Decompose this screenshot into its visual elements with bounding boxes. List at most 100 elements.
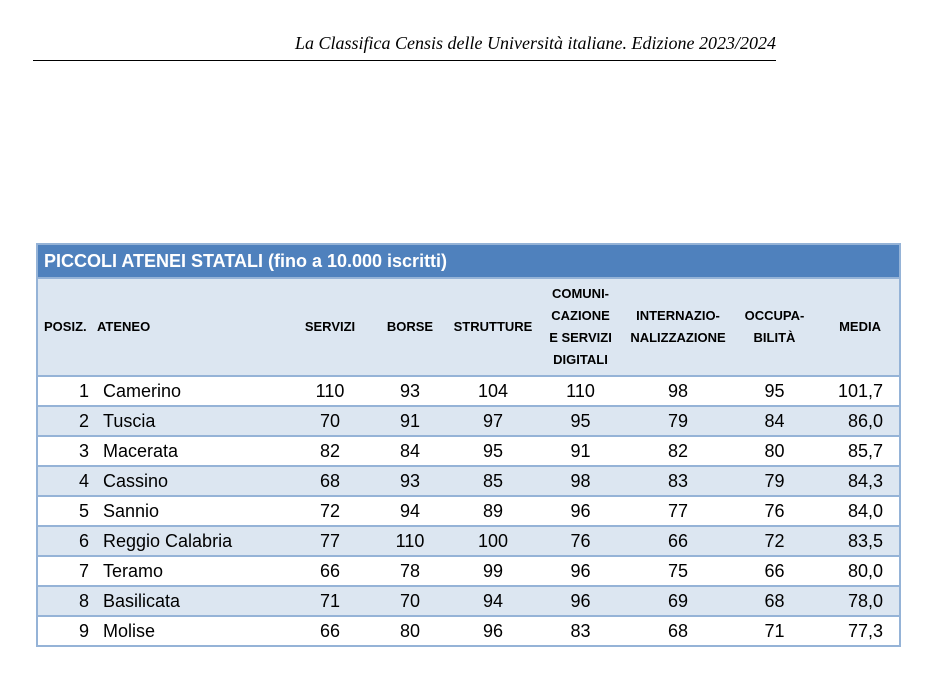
cell-occupabilita: 68 <box>728 585 821 616</box>
cell-borse: 70 <box>367 585 453 616</box>
table-row: 6 Reggio Calabria 77 110 100 76 66 72 83… <box>37 525 901 556</box>
cell-ateneo: Reggio Calabria <box>97 525 293 556</box>
cell-occupabilita: 71 <box>728 615 821 646</box>
cell-servizi: 66 <box>293 615 367 646</box>
cell-borse: 78 <box>367 555 453 586</box>
column-header-media: MEDIA <box>821 278 901 376</box>
cell-strutture: 96 <box>453 615 533 646</box>
cell-media: 85,7 <box>821 435 901 466</box>
cell-occupabilita: 80 <box>728 435 821 466</box>
cell-media: 77,3 <box>821 615 901 646</box>
header-rule <box>33 60 776 61</box>
cell-strutture: 89 <box>453 495 533 526</box>
cell-ateneo: Camerino <box>97 375 293 406</box>
cell-comunicazione: 76 <box>533 525 628 556</box>
cell-servizi: 82 <box>293 435 367 466</box>
cell-internazionalizzazione: 75 <box>628 555 728 586</box>
cell-borse: 94 <box>367 495 453 526</box>
cell-comunicazione: 91 <box>533 435 628 466</box>
column-header-occupa-line2: BILITÀ <box>753 330 796 345</box>
cell-strutture: 99 <box>453 555 533 586</box>
column-header-internaz-line2: NALIZZAZIONE <box>630 330 726 345</box>
cell-borse: 93 <box>367 375 453 406</box>
cell-comunicazione: 98 <box>533 465 628 496</box>
cell-ateneo: Teramo <box>97 555 293 586</box>
cell-occupabilita: 84 <box>728 405 821 436</box>
column-header-comunicazione-line4: DIGITALI <box>553 352 608 367</box>
cell-posiz: 4 <box>37 465 97 496</box>
cell-occupabilita: 72 <box>728 525 821 556</box>
cell-servizi: 110 <box>293 375 367 406</box>
cell-servizi: 70 <box>293 405 367 436</box>
table-row: 1 Camerino 110 93 104 110 98 95 101,7 <box>37 375 901 406</box>
cell-posiz: 1 <box>37 375 97 406</box>
cell-borse: 91 <box>367 405 453 436</box>
cell-comunicazione: 96 <box>533 555 628 586</box>
cell-borse: 80 <box>367 615 453 646</box>
column-header-strutture: STRUTTURE <box>453 278 533 376</box>
document-header: La Classifica Censis delle Università it… <box>295 33 776 53</box>
cell-servizi: 71 <box>293 585 367 616</box>
table-header-row: POSIZ. ATENEO SERVIZI BORSE STRUTTURE CO… <box>37 278 901 376</box>
cell-internazionalizzazione: 83 <box>628 465 728 496</box>
cell-servizi: 66 <box>293 555 367 586</box>
cell-ateneo: Macerata <box>97 435 293 466</box>
cell-media: 86,0 <box>821 405 901 436</box>
ranking-table-container: PICCOLI ATENEI STATALI (fino a 10.000 is… <box>36 243 902 647</box>
column-header-occupabilita: OCCUPA- BILITÀ <box>728 278 821 376</box>
table-row: 5 Sannio 72 94 89 96 77 76 84,0 <box>37 495 901 526</box>
table-row: 9 Molise 66 80 96 83 68 71 77,3 <box>37 615 901 646</box>
column-header-internaz-line1: INTERNAZIO- <box>636 308 720 323</box>
cell-media: 101,7 <box>821 375 901 406</box>
ranking-table: PICCOLI ATENEI STATALI (fino a 10.000 is… <box>36 243 902 647</box>
cell-strutture: 97 <box>453 405 533 436</box>
column-header-comunicazione: COMUNI- CAZIONE E SERVIZI DIGITALI <box>533 278 628 376</box>
cell-strutture: 104 <box>453 375 533 406</box>
cell-posiz: 7 <box>37 555 97 586</box>
column-header-posiz: POSIZ. <box>37 278 97 376</box>
cell-internazionalizzazione: 66 <box>628 525 728 556</box>
cell-comunicazione: 95 <box>533 405 628 436</box>
cell-borse: 93 <box>367 465 453 496</box>
column-header-servizi: SERVIZI <box>293 278 367 376</box>
cell-posiz: 5 <box>37 495 97 526</box>
table-row: 4 Cassino 68 93 85 98 83 79 84,3 <box>37 465 901 496</box>
cell-occupabilita: 95 <box>728 375 821 406</box>
cell-ateneo: Tuscia <box>97 405 293 436</box>
column-header-internazionalizzazione: INTERNAZIO- NALIZZAZIONE <box>628 278 728 376</box>
cell-comunicazione: 96 <box>533 585 628 616</box>
cell-servizi: 72 <box>293 495 367 526</box>
cell-posiz: 2 <box>37 405 97 436</box>
table-title: PICCOLI ATENEI STATALI (fino a 10.000 is… <box>37 244 901 279</box>
cell-media: 84,0 <box>821 495 901 526</box>
cell-strutture: 94 <box>453 585 533 616</box>
table-row: 7 Teramo 66 78 99 96 75 66 80,0 <box>37 555 901 586</box>
table-row: 2 Tuscia 70 91 97 95 79 84 86,0 <box>37 405 901 436</box>
cell-strutture: 100 <box>453 525 533 556</box>
cell-comunicazione: 110 <box>533 375 628 406</box>
cell-comunicazione: 83 <box>533 615 628 646</box>
column-header-comunicazione-line2: CAZIONE <box>551 308 610 323</box>
cell-media: 84,3 <box>821 465 901 496</box>
cell-posiz: 6 <box>37 525 97 556</box>
cell-ateneo: Sannio <box>97 495 293 526</box>
cell-internazionalizzazione: 68 <box>628 615 728 646</box>
cell-borse: 84 <box>367 435 453 466</box>
table-row: 8 Basilicata 71 70 94 96 69 68 78,0 <box>37 585 901 616</box>
cell-internazionalizzazione: 79 <box>628 405 728 436</box>
column-header-occupa-line1: OCCUPA- <box>744 308 805 323</box>
column-header-borse: BORSE <box>367 278 453 376</box>
cell-internazionalizzazione: 82 <box>628 435 728 466</box>
cell-internazionalizzazione: 69 <box>628 585 728 616</box>
cell-posiz: 8 <box>37 585 97 616</box>
cell-media: 78,0 <box>821 585 901 616</box>
cell-comunicazione: 96 <box>533 495 628 526</box>
column-header-comunicazione-line3: E SERVIZI <box>549 330 612 345</box>
cell-ateneo: Cassino <box>97 465 293 496</box>
cell-media: 80,0 <box>821 555 901 586</box>
cell-internazionalizzazione: 98 <box>628 375 728 406</box>
column-header-ateneo: ATENEO <box>97 278 293 376</box>
cell-occupabilita: 76 <box>728 495 821 526</box>
cell-occupabilita: 66 <box>728 555 821 586</box>
cell-media: 83,5 <box>821 525 901 556</box>
